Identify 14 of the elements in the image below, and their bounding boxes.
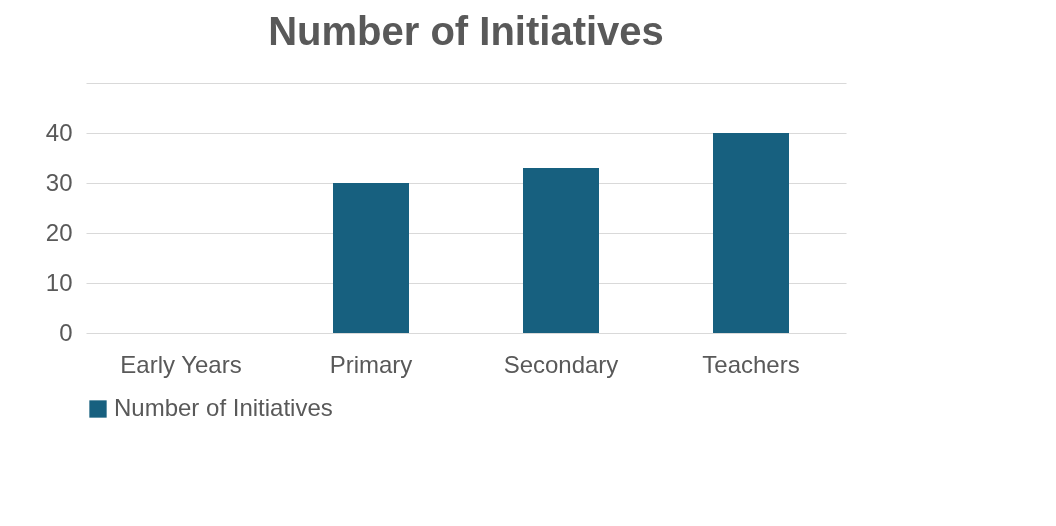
bar [713, 133, 789, 333]
x-tick-label: Primary [329, 350, 413, 378]
bar [333, 183, 409, 333]
x-tick-label: Secondary [503, 350, 619, 378]
y-tick-label: 10 [45, 268, 73, 296]
chart-title: Number of Initiatives [268, 9, 664, 53]
x-tick-label: Early Years [120, 350, 242, 378]
bar [523, 168, 599, 333]
legend-label: Number of Initiatives [114, 394, 333, 421]
y-tick-label: 30 [45, 168, 73, 196]
x-tick-label: Teachers [702, 350, 800, 378]
y-tick-label: 0 [59, 318, 73, 346]
y-tick-label: 20 [45, 218, 73, 246]
y-tick-label: 40 [45, 118, 73, 146]
